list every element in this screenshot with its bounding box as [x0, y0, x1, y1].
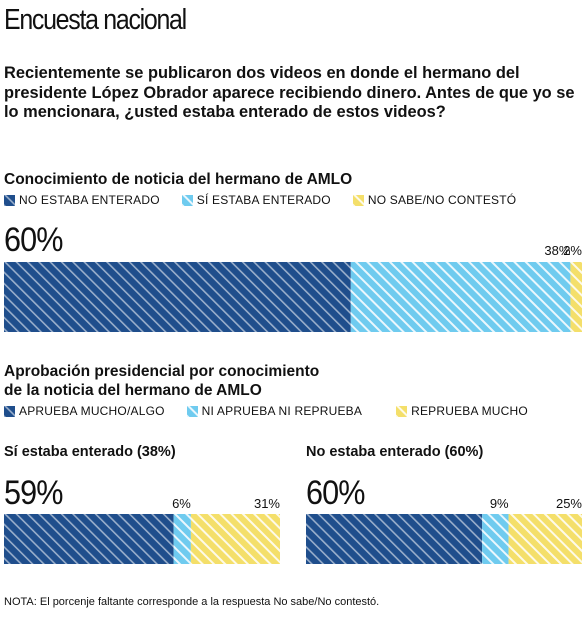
chart1-bar	[4, 262, 582, 332]
data-label: 6%	[172, 496, 191, 511]
data-label: 59%	[4, 474, 63, 512]
bar-segment-yellow	[508, 514, 582, 564]
legend-item-aprueba: APRUEBA MUCHO/ALGO	[4, 404, 165, 418]
legend-label: APRUEBA MUCHO/ALGO	[19, 404, 165, 418]
survey-question: Recientemente se publicaron dos videos e…	[4, 64, 575, 121]
data-label: 9%	[489, 496, 509, 511]
group1-title: Sí estaba enterado (38%)	[4, 444, 176, 460]
legend-item-si-enterado: SÍ ESTABA ENTERADO	[181, 193, 331, 207]
legend-item-reprueba: REPRUEBA MUCHO	[396, 404, 528, 418]
bar-segment-light	[350, 262, 571, 332]
bar-segment-yellow	[570, 262, 582, 332]
data-label: 60%	[306, 474, 365, 512]
legend-swatch-yellow	[396, 405, 408, 417]
legend-label: SÍ ESTABA ENTERADO	[196, 193, 331, 207]
bar-segment-light	[482, 514, 509, 564]
legend-item-ni-aprueba: NI APRUEBA NI REPRUEBA	[186, 404, 363, 418]
legend-swatch-yellow	[352, 194, 364, 206]
legend-swatch-dark	[4, 194, 15, 206]
data-label: 31%	[253, 496, 280, 511]
data-label: 25%	[555, 496, 582, 511]
legend-label: NO ESTABA ENTERADO	[19, 193, 160, 207]
group2-bar	[306, 514, 582, 564]
group2-title: No estaba enterado (60%)	[306, 444, 484, 460]
legend-item-no-enterado: NO ESTABA ENTERADO	[4, 193, 160, 207]
bar-segment-dark	[4, 514, 174, 564]
legend-swatch-light	[181, 194, 193, 206]
data-label: 38%	[544, 243, 571, 258]
data-label: 2%	[563, 243, 582, 258]
legend-item-no-sabe: NO SABE/NO CONTESTÓ	[352, 193, 517, 207]
bar-segment-dark	[4, 262, 351, 332]
bar-segment-yellow	[190, 514, 280, 564]
page-title: Encuesta nacional	[4, 4, 187, 36]
legend-swatch-dark	[4, 405, 15, 417]
footnote: NOTA: El porcenje faltante corresponde a…	[4, 596, 380, 608]
bar-segment-dark	[306, 514, 483, 564]
data-label: 60%	[4, 221, 63, 259]
group1-bar	[4, 514, 280, 564]
legend-label: NI APRUEBA NI REPRUEBA	[201, 404, 363, 418]
legend-label: REPRUEBA MUCHO	[411, 404, 528, 418]
chart1-legend: NO ESTABA ENTERADO SÍ ESTABA ENTERADO NO…	[4, 193, 538, 207]
chart2-legend: APRUEBA MUCHO/ALGO NI APRUEBA NI REPRUEB…	[4, 404, 550, 418]
chart2-title-line1: Aprobación presidencial por conocimiento	[4, 363, 320, 380]
legend-swatch-light	[186, 405, 198, 417]
chart2-title-line2: de la noticia del hermano de AMLO	[4, 382, 262, 399]
legend-label: NO SABE/NO CONTESTÓ	[367, 193, 517, 207]
chart1-title: Conocimiento de noticia del hermano de A…	[4, 171, 353, 188]
bar-segment-light	[173, 514, 191, 564]
